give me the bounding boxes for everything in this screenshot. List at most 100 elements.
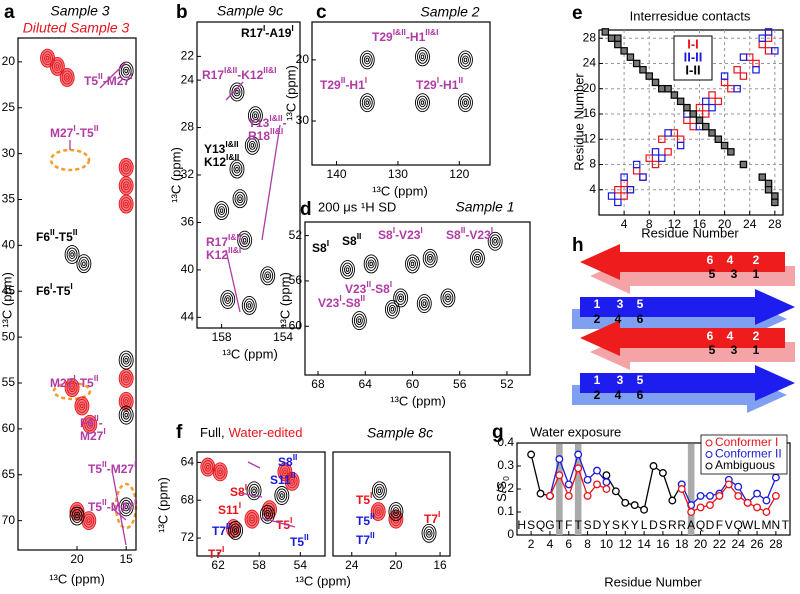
- y-tick-label: 0: [507, 527, 514, 541]
- annotation: R17I&II-: [206, 232, 245, 249]
- peak-contour: [397, 293, 405, 303]
- strand-residue: 1: [594, 373, 601, 387]
- peak-contour: [278, 491, 286, 500]
- residue-label: T: [575, 518, 583, 532]
- peak-contour: [122, 181, 130, 191]
- peak-contour: [241, 235, 249, 245]
- peak-contour: [247, 303, 252, 308]
- annotation: V23I-S8II: [318, 293, 365, 310]
- x-axis-label: Residue Number: [604, 574, 702, 589]
- peak-contour: [265, 512, 270, 517]
- data-point: [574, 450, 583, 459]
- panel-title: Sample 3: [50, 3, 109, 19]
- label-part: S8: [378, 228, 393, 242]
- contact: [639, 66, 647, 74]
- peak-contour: [237, 230, 253, 250]
- peak-contour: [250, 516, 254, 522]
- label-part: T5: [84, 74, 98, 88]
- annotation: F6II-T5II: [36, 227, 77, 244]
- label-part: II: [50, 227, 55, 237]
- strand-residue: 6: [707, 329, 714, 343]
- label-part: I: [245, 482, 247, 492]
- label-part: T5: [356, 514, 370, 528]
- contact: [739, 160, 748, 169]
- label-part: I&II: [269, 113, 282, 123]
- x-tick-label: 60: [406, 377, 420, 391]
- x-tick-label: 28: [768, 217, 782, 231]
- peak-contour: [365, 100, 369, 105]
- strand-residue: 5: [637, 373, 644, 387]
- title-part: Water-edited: [229, 425, 303, 440]
- peak-contour: [461, 98, 469, 108]
- highlight-ellipse: [49, 148, 91, 172]
- leader-line: [261, 124, 281, 241]
- annotation: M27I-T5II: [50, 123, 98, 140]
- peak-contour: [122, 162, 130, 172]
- peak-contour: [206, 464, 210, 470]
- peak-contour: [76, 398, 88, 413]
- peak-contour: [281, 467, 289, 477]
- label-part: I: [327, 238, 329, 248]
- peak-contour: [251, 111, 259, 121]
- x-tick-label: 2: [528, 537, 535, 551]
- peak-contour: [84, 417, 96, 432]
- peak-contour: [249, 108, 261, 123]
- peak-contour: [82, 261, 86, 266]
- label-part: -H1: [345, 78, 365, 92]
- label-part: S11: [218, 503, 239, 517]
- label-part: I: [239, 500, 241, 510]
- x-tick-label: 15: [119, 552, 133, 566]
- peak-contour: [216, 467, 224, 477]
- peak-contour: [68, 250, 76, 259]
- residue-label: D: [649, 518, 658, 532]
- peak-contour: [230, 523, 242, 538]
- peak-contour: [386, 302, 398, 317]
- peak-contour: [220, 290, 236, 309]
- y-tick-label: 0.4: [497, 435, 514, 449]
- contact: [758, 34, 767, 42]
- peak-contour: [422, 301, 427, 306]
- data-point: [696, 503, 705, 512]
- plot-frame: [304, 221, 531, 376]
- label-part: Y13: [248, 116, 270, 130]
- x-tick-label: 12: [619, 537, 633, 551]
- peak-contour: [241, 296, 257, 315]
- peak-contour: [232, 189, 248, 209]
- peak-contour: [361, 95, 373, 110]
- data-point: [762, 496, 771, 505]
- strand-residue: 6: [637, 312, 644, 326]
- peak-contour: [202, 460, 214, 475]
- leader-line: [247, 461, 261, 469]
- y-tick-label: 30: [296, 113, 310, 127]
- annotation: T7II: [356, 530, 375, 547]
- peak-contour: [424, 251, 436, 266]
- label-part: T5: [88, 462, 102, 476]
- label-part: T7: [212, 524, 226, 538]
- contact: [702, 122, 710, 131]
- peak-contour: [120, 394, 132, 409]
- y-tick-label: 52: [289, 228, 303, 242]
- residue-label: D: [593, 518, 602, 532]
- peak-contour: [276, 488, 288, 503]
- x-tick-label: 56: [453, 377, 467, 391]
- x-tick-label: 22: [713, 537, 727, 551]
- label-part: T7: [424, 512, 438, 526]
- x-tick-label: 20: [694, 537, 708, 551]
- legend-entry: II-II: [684, 49, 703, 64]
- label-part: I: [437, 75, 439, 85]
- annotation: T5I: [276, 515, 292, 532]
- label-part: S8: [312, 241, 327, 255]
- x-tick-label: 24: [345, 558, 359, 572]
- peak-contour: [487, 231, 503, 251]
- x-axis-label: ¹³C (ppm): [390, 393, 446, 408]
- strand-residue: 5: [709, 343, 716, 357]
- peak-contour: [242, 237, 247, 243]
- peak-contour: [493, 239, 497, 244]
- label-part: -T5: [76, 376, 94, 390]
- y-tick-label: 24: [583, 56, 597, 70]
- peak-contour: [124, 357, 128, 363]
- peak-contour: [418, 296, 430, 311]
- panel-letter: b: [176, 2, 188, 23]
- peak-contour: [262, 268, 274, 283]
- legend-marker: [705, 451, 713, 458]
